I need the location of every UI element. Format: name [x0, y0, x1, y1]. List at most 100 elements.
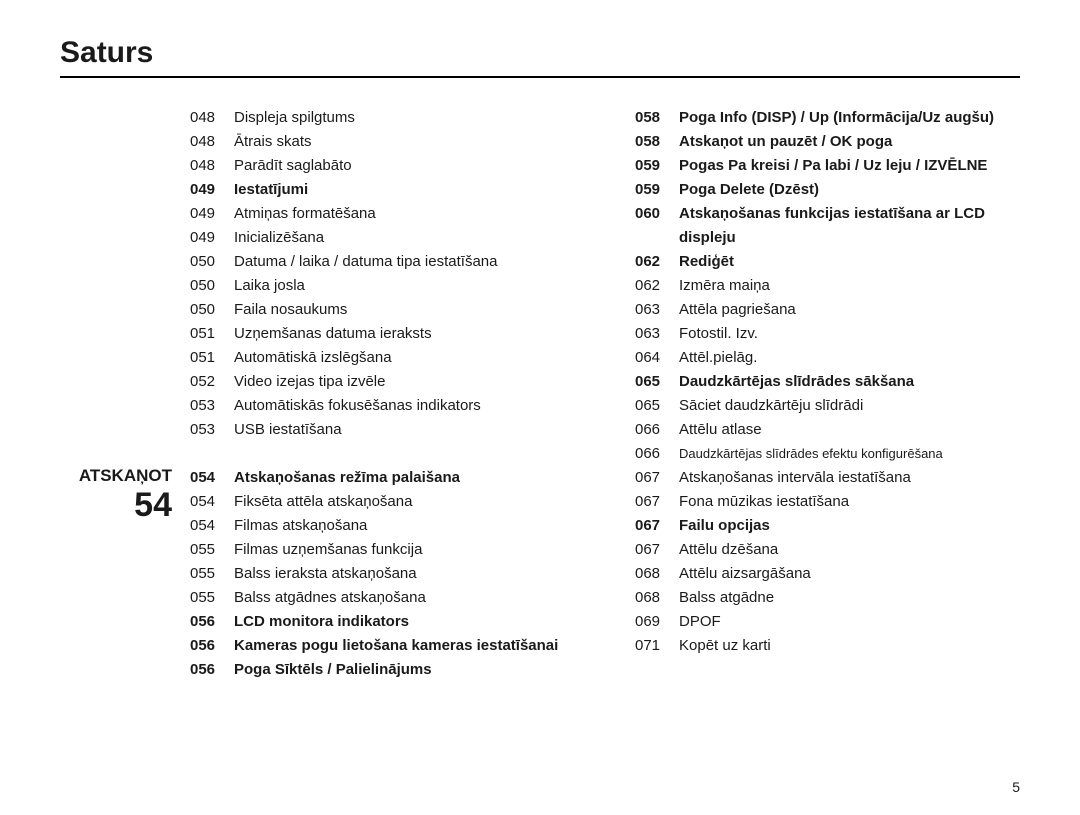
toc-entry-text: Balss ieraksta atskaņošana — [234, 562, 575, 586]
toc-entry-text: DPOF — [679, 610, 1020, 634]
toc-row: 053USB iestatīšana — [190, 418, 575, 442]
section-label: ATSKAŅOT — [60, 466, 190, 486]
toc-row: 066Daudzkārtējas slīdrādes efektu konfig… — [635, 442, 1020, 466]
toc-page-num: 055 — [190, 562, 234, 586]
toc-entry-text: Displeja spilgtums — [234, 106, 575, 130]
toc-row: 058Atskaņot un pauzēt / OK poga — [635, 130, 1020, 154]
toc-page-num: 054 — [190, 514, 234, 538]
toc-page-num: 065 — [635, 394, 679, 418]
toc-columns: 048Displeja spilgtums048Ātrais skats048P… — [190, 106, 1020, 682]
left-margin: ATSKAŅOT54 — [60, 106, 190, 682]
toc-page-num: 063 — [635, 322, 679, 346]
toc-row: 066Attēlu atlase — [635, 418, 1020, 442]
toc-page-num: 067 — [635, 466, 679, 490]
toc-page-num: 056 — [190, 658, 234, 682]
toc-row: 062Izmēra maiņa — [635, 274, 1020, 298]
toc-page-num: 065 — [635, 370, 679, 394]
toc-row: 063Attēla pagriešana — [635, 298, 1020, 322]
toc-entry-text: Laika josla — [234, 274, 575, 298]
toc-entry-text: Izmēra maiņa — [679, 274, 1020, 298]
toc-page-num: 050 — [190, 298, 234, 322]
toc-row: 069DPOF — [635, 610, 1020, 634]
toc-entry-text: Poga Info (DISP) / Up (Informācija/Uz au… — [679, 106, 1020, 130]
toc-page-num: 048 — [190, 130, 234, 154]
toc-entry-text: Attēla pagriešana — [679, 298, 1020, 322]
toc-entry-text: Balss atgādne — [679, 586, 1020, 610]
toc-page-num: 055 — [190, 538, 234, 562]
toc-entry-text: Uzņemšanas datuma ieraksts — [234, 322, 575, 346]
toc-row: 064Attēl.pielāg. — [635, 346, 1020, 370]
toc-row: 062Rediģēt — [635, 250, 1020, 274]
toc-page-num: 062 — [635, 274, 679, 298]
toc-page-num: 062 — [635, 250, 679, 274]
toc-row: 049Atmiņas formatēšana — [190, 202, 575, 226]
toc-entry-text: Attēl.pielāg. — [679, 346, 1020, 370]
toc-row: 068Balss atgādne — [635, 586, 1020, 610]
toc-entry-text: Iestatījumi — [234, 178, 575, 202]
toc-page-num: 054 — [190, 490, 234, 514]
column-left: 048Displeja spilgtums048Ātrais skats048P… — [190, 106, 575, 682]
toc-content: ATSKAŅOT54 048Displeja spilgtums048Ātrai… — [60, 106, 1020, 682]
toc-row: 067Failu opcijas — [635, 514, 1020, 538]
toc-entry-text: Filmas atskaņošana — [234, 514, 575, 538]
toc-row: 048Ātrais skats — [190, 130, 575, 154]
page-title: Saturs — [60, 36, 1020, 78]
toc-page-num: 051 — [190, 346, 234, 370]
toc-row: 067Atskaņošanas intervāla iestatīšana — [635, 466, 1020, 490]
toc-page-num: 049 — [190, 178, 234, 202]
toc-entry-text: Ātrais skats — [234, 130, 575, 154]
toc-row: 056Poga Sīktēls / Palielinājums — [190, 658, 575, 682]
toc-entry-text: Atskaņošanas intervāla iestatīšana — [679, 466, 1020, 490]
toc-entry-text: Inicializēšana — [234, 226, 575, 250]
toc-entry-text: Fiksēta attēla atskaņošana — [234, 490, 575, 514]
toc-row: 050Faila nosaukums — [190, 298, 575, 322]
toc-row: 053Automātiskās fokusēšanas indikators — [190, 394, 575, 418]
toc-page-num: 050 — [190, 250, 234, 274]
toc-page-num: 053 — [190, 418, 234, 442]
toc-row: 055Filmas uzņemšanas funkcija — [190, 538, 575, 562]
column-right: 058Poga Info (DISP) / Up (Informācija/Uz… — [635, 106, 1020, 682]
toc-row: 067Attēlu dzēšana — [635, 538, 1020, 562]
toc-entry-text: Daudzkārtējas slīdrādes efektu konfigurē… — [679, 442, 1020, 466]
toc-entry-text: Attēlu dzēšana — [679, 538, 1020, 562]
toc-row: 068Attēlu aizsargāšana — [635, 562, 1020, 586]
toc-page-num: 063 — [635, 298, 679, 322]
toc-page-num: 064 — [635, 346, 679, 370]
toc-row: 051Uzņemšanas datuma ieraksts — [190, 322, 575, 346]
toc-entry-text: LCD monitora indikators — [234, 610, 575, 634]
toc-page-num: 067 — [635, 490, 679, 514]
toc-row: 049Inicializēšana — [190, 226, 575, 250]
toc-entry-text: Pogas Pa kreisi / Pa labi / Uz leju / IZ… — [679, 154, 1020, 178]
toc-page-num: 048 — [190, 154, 234, 178]
toc-entry-text: Sāciet daudzkārtēju slīdrādi — [679, 394, 1020, 418]
toc-entry-text: Kopēt uz karti — [679, 634, 1020, 658]
toc-row: 059Pogas Pa kreisi / Pa labi / Uz leju /… — [635, 154, 1020, 178]
toc-entry-text: Atskaņošanas funkcijas iestatīšana ar LC… — [679, 202, 1020, 250]
toc-page-num: 066 — [635, 418, 679, 442]
section-number: 54 — [60, 486, 190, 524]
toc-row: 065Daudzkārtējas slīdrādes sākšana — [635, 370, 1020, 394]
toc-page-num: 068 — [635, 586, 679, 610]
toc-entry-text: Atskaņošanas režīma palaišana — [234, 466, 575, 490]
toc-page-num: 050 — [190, 274, 234, 298]
toc-entry-text: Automātiskās fokusēšanas indikators — [234, 394, 575, 418]
toc-entry-text: USB iestatīšana — [234, 418, 575, 442]
toc-row: 048Displeja spilgtums — [190, 106, 575, 130]
toc-page-num: 048 — [190, 106, 234, 130]
toc-page-num: 056 — [190, 634, 234, 658]
toc-row: 051Automātiskā izslēgšana — [190, 346, 575, 370]
toc-page-num: 068 — [635, 562, 679, 586]
toc-page-num: 067 — [635, 538, 679, 562]
toc-page-num: 052 — [190, 370, 234, 394]
toc-entry-text: Atskaņot un pauzēt / OK poga — [679, 130, 1020, 154]
toc-entry-text: Video izejas tipa izvēle — [234, 370, 575, 394]
toc-entry-text: Parādīt saglabāto — [234, 154, 575, 178]
toc-row: 050Laika josla — [190, 274, 575, 298]
toc-entry-text: Kameras pogu lietošana kameras iestatīša… — [234, 634, 575, 658]
toc-page-num: 049 — [190, 226, 234, 250]
toc-page-num: 055 — [190, 586, 234, 610]
toc-row: 055Balss ieraksta atskaņošana — [190, 562, 575, 586]
toc-row: 071Kopēt uz karti — [635, 634, 1020, 658]
toc-row: 059Poga Delete (Dzēst) — [635, 178, 1020, 202]
toc-row: 058Poga Info (DISP) / Up (Informācija/Uz… — [635, 106, 1020, 130]
